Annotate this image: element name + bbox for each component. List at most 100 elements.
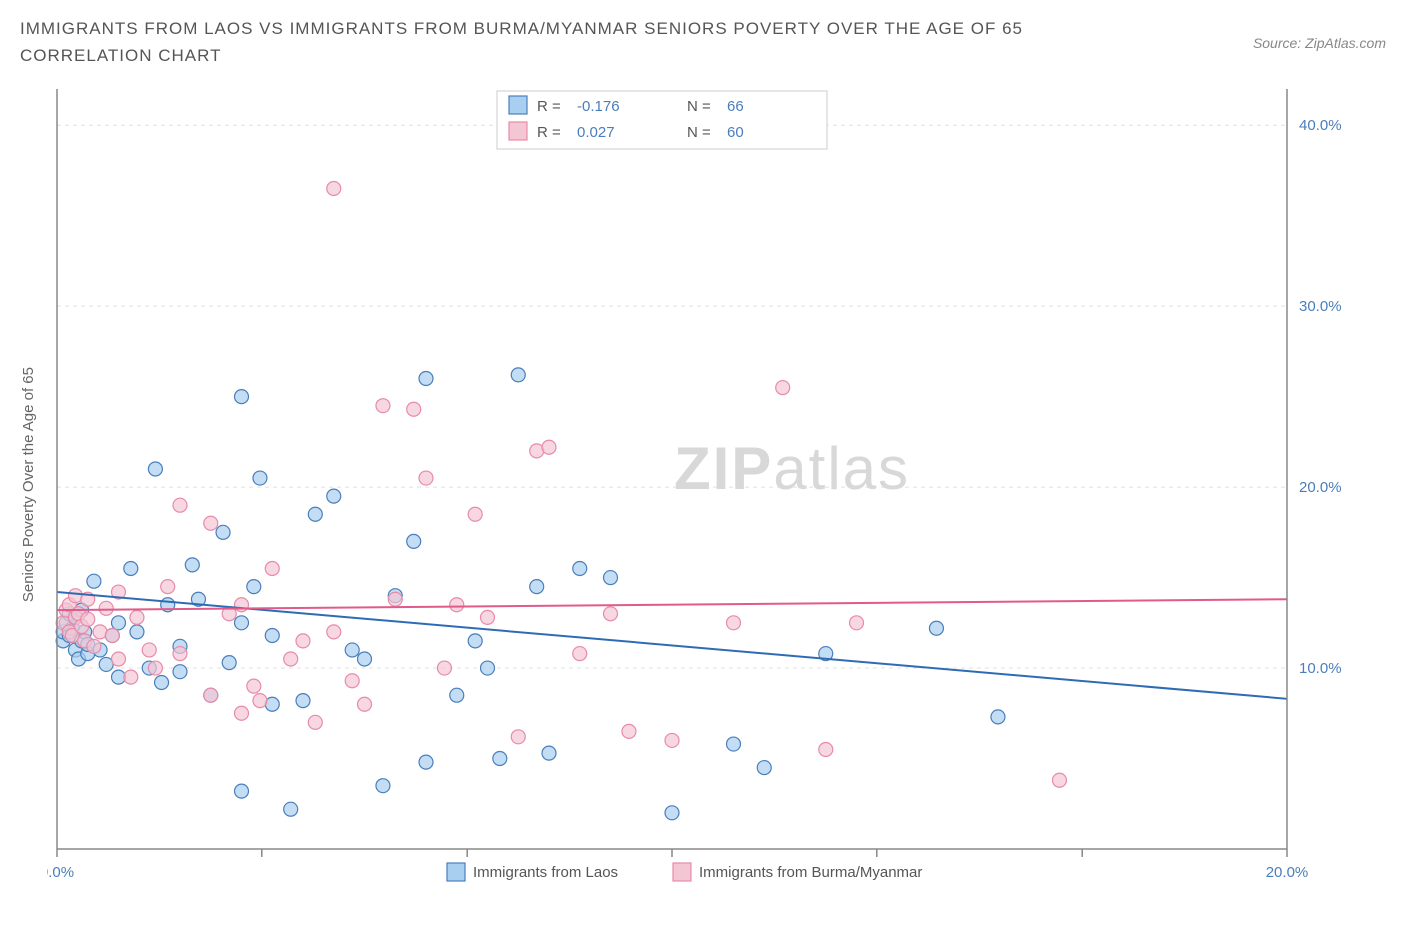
- scatter-point: [468, 508, 482, 522]
- scatter-point: [622, 725, 636, 739]
- scatter-point: [265, 629, 279, 643]
- legend-r-value: 0.027: [577, 124, 615, 141]
- legend-n-value: 60: [727, 124, 744, 141]
- scatter-point: [216, 526, 230, 540]
- scatter-point: [542, 746, 556, 760]
- legend-r-value: -0.176: [577, 98, 620, 115]
- scatter-point: [573, 647, 587, 661]
- scatter-point: [130, 625, 144, 639]
- scatter-point: [376, 779, 390, 793]
- scatter-point: [296, 694, 310, 708]
- series-swatch: [673, 863, 691, 881]
- scatter-point: [173, 647, 187, 661]
- series-swatch: [447, 863, 465, 881]
- scatter-point: [327, 625, 341, 639]
- scatter-point: [376, 399, 390, 413]
- scatter-point: [222, 656, 236, 670]
- scatter-point: [604, 571, 618, 585]
- scatter-point: [345, 674, 359, 688]
- scatter-point: [204, 689, 218, 703]
- scatter-point: [155, 676, 169, 690]
- legend-n-label: N =: [687, 98, 711, 115]
- scatter-point: [105, 629, 119, 643]
- legend-n-value: 66: [727, 98, 744, 115]
- scatter-point: [247, 680, 261, 694]
- scatter-point: [308, 716, 322, 730]
- scatter-point: [665, 734, 679, 748]
- scatter-point: [345, 643, 359, 657]
- scatter-point: [358, 652, 372, 666]
- scatter-point: [235, 598, 249, 612]
- scatter-point: [124, 670, 138, 684]
- scatter-point: [991, 710, 1005, 724]
- scatter-point: [247, 580, 261, 594]
- scatter-point: [511, 368, 525, 382]
- scatter-point: [173, 665, 187, 679]
- scatter-point: [665, 806, 679, 820]
- series-label: Immigrants from Laos: [473, 864, 618, 881]
- scatter-point: [148, 661, 162, 675]
- scatter-point: [130, 611, 144, 625]
- scatter-point: [253, 694, 267, 708]
- legend-r-label: R =: [537, 124, 561, 141]
- scatter-point: [850, 616, 864, 630]
- scatter-point: [573, 562, 587, 576]
- scatter-point: [308, 508, 322, 522]
- scatter-point: [481, 661, 495, 675]
- scatter-point: [161, 580, 175, 594]
- scatter-point: [407, 403, 421, 417]
- scatter-point: [530, 580, 544, 594]
- scatter-point: [87, 575, 101, 589]
- y-tick-label: 10.0%: [1299, 660, 1342, 677]
- scatter-point: [253, 471, 267, 485]
- scatter-point: [727, 616, 741, 630]
- scatter-point: [757, 761, 771, 775]
- y-tick-label: 30.0%: [1299, 299, 1342, 316]
- scatter-point: [419, 372, 433, 386]
- scatter-point: [87, 640, 101, 654]
- scatter-point: [265, 562, 279, 576]
- scatter-point: [204, 517, 218, 531]
- scatter-point: [235, 616, 249, 630]
- scatter-point: [542, 441, 556, 455]
- scatter-point: [727, 737, 741, 751]
- series-label: Immigrants from Burma/Myanmar: [699, 864, 922, 881]
- legend-swatch: [509, 122, 527, 140]
- scatter-point: [511, 730, 525, 744]
- scatter-point: [407, 535, 421, 549]
- scatter-point: [173, 499, 187, 513]
- scatter-point: [493, 752, 507, 766]
- scatter-point: [388, 593, 402, 607]
- scatter-point: [112, 652, 126, 666]
- scatter-point: [142, 643, 156, 657]
- scatter-point: [450, 689, 464, 703]
- source-attribution: Source: ZipAtlas.com: [1253, 35, 1386, 51]
- legend-n-label: N =: [687, 124, 711, 141]
- y-tick-label: 40.0%: [1299, 118, 1342, 135]
- scatter-point: [468, 634, 482, 648]
- scatter-point: [419, 471, 433, 485]
- scatter-point: [450, 598, 464, 612]
- scatter-point: [437, 661, 451, 675]
- scatter-point: [148, 462, 162, 476]
- scatter-point: [819, 743, 833, 757]
- legend-r-label: R =: [537, 98, 561, 115]
- scatter-point: [327, 490, 341, 504]
- scatter-point: [419, 756, 433, 770]
- y-axis-label: Seniors Poverty Over the Age of 65: [20, 367, 37, 602]
- scatter-point: [776, 381, 790, 395]
- scatter-point: [112, 616, 126, 630]
- chart-title: IMMIGRANTS FROM LAOS VS IMMIGRANTS FROM …: [20, 15, 1120, 69]
- scatter-point: [296, 634, 310, 648]
- scatter-point: [235, 390, 249, 404]
- scatter-point: [284, 803, 298, 817]
- x-tick-label: 0.0%: [47, 864, 74, 881]
- scatter-chart: ZIPatlas10.0%20.0%30.0%40.0%0.0%20.0%R =…: [47, 79, 1386, 889]
- scatter-point: [284, 652, 298, 666]
- scatter-point: [99, 602, 113, 616]
- scatter-point: [1052, 774, 1066, 788]
- scatter-point: [185, 558, 199, 572]
- scatter-point: [235, 707, 249, 721]
- scatter-point: [81, 613, 95, 627]
- x-tick-label: 20.0%: [1266, 864, 1309, 881]
